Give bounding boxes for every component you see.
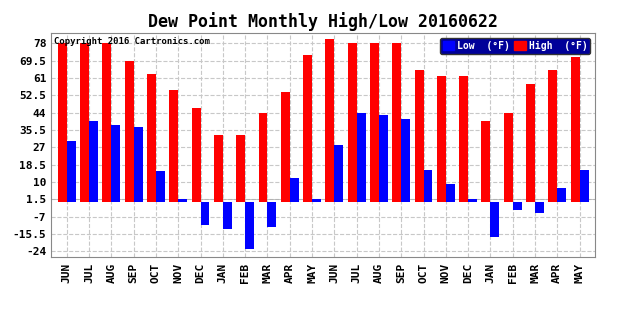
Legend: Low  (°F), High  (°F): Low (°F), High (°F) — [440, 38, 590, 54]
Bar — [379, 115, 388, 202]
Bar — [580, 170, 589, 202]
Bar — [147, 74, 156, 202]
Bar — [223, 202, 232, 229]
Bar — [102, 43, 111, 202]
Bar — [548, 70, 557, 202]
Bar — [281, 92, 290, 202]
Bar — [67, 141, 76, 202]
Bar — [80, 43, 89, 202]
Bar — [334, 145, 343, 202]
Bar — [214, 135, 223, 202]
Bar — [236, 135, 245, 202]
Bar — [468, 199, 477, 202]
Bar — [526, 84, 535, 202]
Bar — [125, 60, 134, 202]
Bar — [89, 121, 98, 202]
Bar — [437, 76, 446, 202]
Bar — [259, 113, 268, 202]
Bar — [191, 109, 200, 202]
Bar — [156, 171, 165, 202]
Bar — [392, 43, 401, 202]
Bar — [370, 43, 379, 202]
Bar — [134, 127, 143, 202]
Bar — [424, 170, 433, 202]
Bar — [111, 125, 120, 202]
Bar — [268, 202, 276, 227]
Bar — [504, 113, 513, 202]
Bar — [446, 184, 455, 202]
Bar — [200, 202, 209, 225]
Bar — [170, 90, 179, 202]
Bar — [312, 199, 321, 202]
Bar — [348, 43, 356, 202]
Text: Copyright 2016 Cartronics.com: Copyright 2016 Cartronics.com — [54, 38, 210, 47]
Bar — [179, 199, 188, 202]
Bar — [535, 202, 544, 213]
Bar — [245, 202, 254, 249]
Bar — [58, 43, 67, 202]
Bar — [571, 57, 580, 202]
Bar — [303, 55, 312, 202]
Bar — [356, 113, 365, 202]
Bar — [557, 188, 566, 202]
Bar — [415, 70, 424, 202]
Bar — [325, 39, 334, 202]
Title: Dew Point Monthly High/Low 20160622: Dew Point Monthly High/Low 20160622 — [148, 13, 498, 31]
Bar — [481, 121, 490, 202]
Bar — [490, 202, 499, 237]
Bar — [513, 202, 522, 211]
Bar — [401, 119, 410, 202]
Bar — [460, 76, 468, 202]
Bar — [290, 178, 299, 202]
